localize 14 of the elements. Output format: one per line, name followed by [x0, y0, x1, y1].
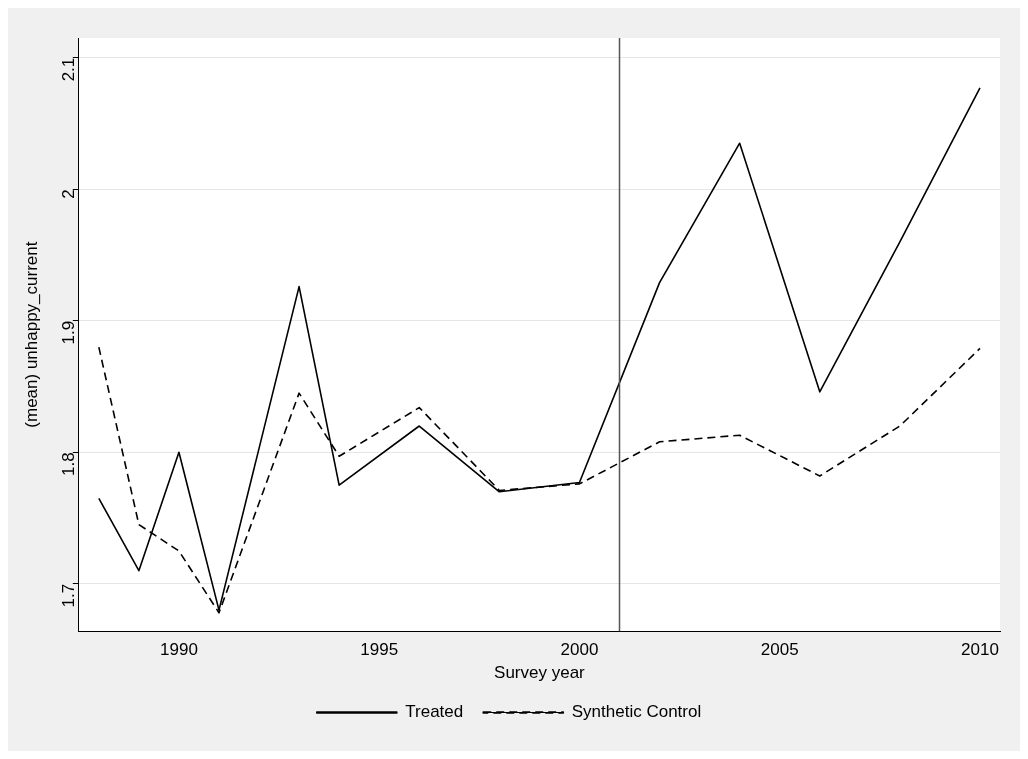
- x-tick-label: 2005: [760, 640, 799, 660]
- y-tick-label: 1.7: [59, 583, 79, 608]
- x-axis-title: Survey year: [494, 663, 586, 683]
- legend-label: Synthetic Control: [571, 702, 702, 722]
- y-tick-label: 1.8: [59, 452, 79, 476]
- y-axis-title: (mean) unhappy_current: [21, 241, 41, 428]
- y-tick-label: 2: [59, 189, 79, 199]
- x-tick-label: 1995: [360, 640, 399, 660]
- legend-label: Treated: [405, 702, 464, 722]
- y-tick-label: 1.9: [59, 320, 79, 345]
- x-tick-label: 2000: [560, 640, 599, 660]
- y-tick-label: 2.1: [59, 57, 79, 82]
- x-tick-label: 2010: [961, 640, 999, 660]
- x-tick-label: 1990: [160, 640, 198, 660]
